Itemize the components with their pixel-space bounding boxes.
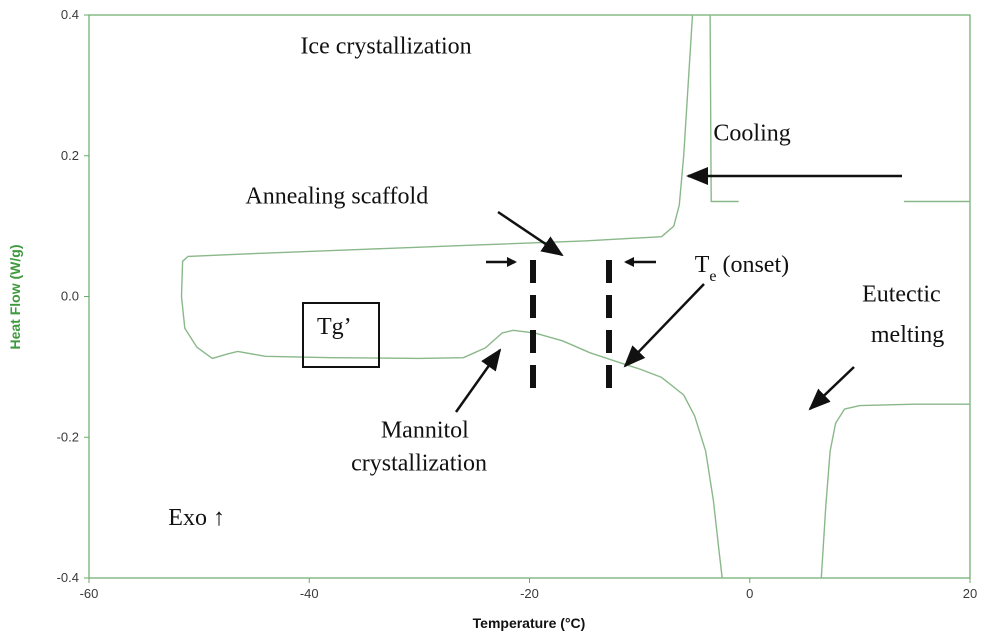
annotation-label: Eutectic <box>862 281 941 307</box>
x-tick-label: 20 <box>963 586 977 601</box>
x-tick-label: -60 <box>80 586 99 601</box>
heat-flow-curve-segment <box>709 14 739 203</box>
heat-flow-curve-segment <box>820 403 970 579</box>
x-tick-label: -40 <box>300 586 319 601</box>
annotation-label: crystallization <box>351 450 487 476</box>
dashed-markers <box>530 260 612 398</box>
annotation-label: Mannitol <box>381 417 469 443</box>
x-axis-title: Temperature (°C) <box>473 615 586 631</box>
x-ticks: -60 -40 -20 0 20 <box>80 578 977 601</box>
y-tick-label: 0.2 <box>61 148 79 163</box>
heat-flow-curve-segment <box>180 14 723 579</box>
annotation-label: Te (onset) <box>695 252 789 285</box>
x-tick-label: -20 <box>520 586 539 601</box>
y-ticks: 0.4 0.2 0.0 -0.2 -0.4 <box>57 7 89 585</box>
eutectic-arrow <box>808 366 855 411</box>
annotation-label: Cooling <box>713 120 790 146</box>
annotation-label: Tg’ <box>317 314 352 340</box>
tg-box <box>302 302 380 368</box>
annotation-label: Ice crystallization <box>300 34 471 60</box>
curves <box>180 14 970 579</box>
y-tick-label: -0.4 <box>57 570 79 585</box>
y-tick-label: 0.4 <box>61 7 79 22</box>
te-onset-arrow <box>623 283 705 368</box>
annotations: Ice crystallization Cooling Annealing scaf… <box>168 34 944 532</box>
x-tick-label: 0 <box>746 586 753 601</box>
mannitol-arrow <box>454 348 502 413</box>
annotation-label: Annealing scaffold <box>245 184 428 210</box>
y-axis-title: Heat Flow (W/g) <box>7 245 23 350</box>
annotation-label: Exo ↑ <box>168 505 225 531</box>
annotation-label: melting <box>871 322 944 348</box>
y-tick-label: -0.2 <box>57 429 79 444</box>
annealing-arrow <box>497 210 564 257</box>
plot-frame <box>88 14 971 579</box>
annotation-arrows <box>454 167 902 413</box>
y-tick-label: 0.0 <box>61 289 79 304</box>
